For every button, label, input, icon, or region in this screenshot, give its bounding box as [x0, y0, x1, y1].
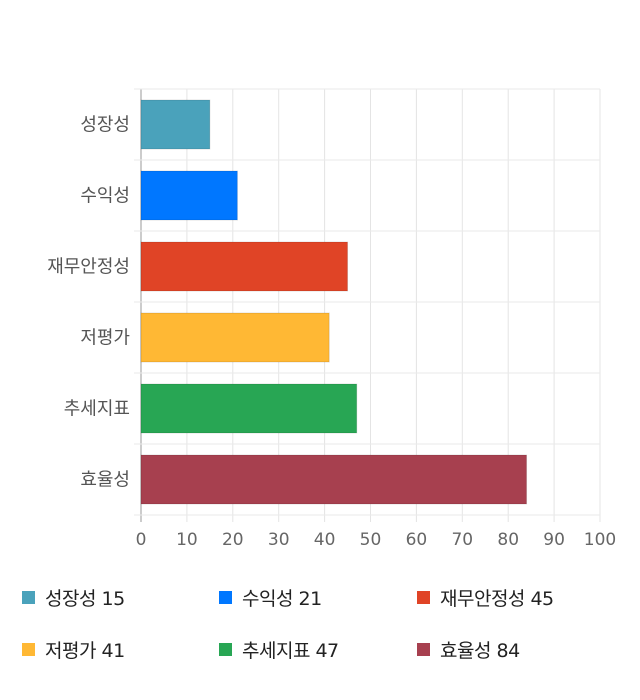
legend-item[interactable]: 재무안정성 45	[417, 584, 554, 611]
bar-3	[140, 241, 349, 292]
x-tick-label: 0	[136, 530, 147, 550]
x-tick-label: 60	[406, 530, 428, 550]
x-tick-label: 70	[451, 530, 473, 550]
legend-item[interactable]: 성장성 15	[22, 584, 125, 611]
legend-label: 추세지표 47	[242, 640, 339, 662]
bar-4	[140, 312, 330, 363]
bar-6	[140, 454, 528, 505]
bar-5	[140, 383, 358, 434]
x-tick-label: 10	[176, 530, 198, 550]
legend-item[interactable]: 추세지표 47	[219, 636, 339, 663]
y-category-label: 성장성	[80, 115, 130, 136]
bar-chart: 0 10 20 30 40 50 60 70 80 90 100 성장성수익성재무안정성저평가추세지표…	[47, 88, 616, 550]
x-tick-label: 40	[314, 530, 336, 550]
legend-swatch	[417, 591, 430, 604]
x-tick-label: 100	[584, 530, 616, 550]
legend-swatch	[219, 643, 232, 656]
legend-item[interactable]: 효율성 84	[417, 636, 520, 663]
legend-swatch	[219, 591, 232, 604]
legend-item[interactable]: 수익성 21	[219, 584, 322, 611]
x-tick-label: 30	[268, 530, 290, 550]
legend-label: 재무안정성 45	[440, 588, 554, 610]
legend-label: 저평가 41	[45, 640, 125, 662]
legend-label: 수익성 21	[242, 588, 322, 610]
x-tick-label: 20	[222, 530, 244, 550]
x-tick-label: 50	[360, 530, 382, 550]
x-tick-label: 80	[497, 530, 519, 550]
legend-label: 성장성 15	[45, 588, 125, 610]
y-category-label: 수익성	[80, 186, 130, 207]
x-tick-label: 90	[543, 530, 565, 550]
legend-item[interactable]: 저평가 41	[22, 636, 125, 663]
y-category-label: 추세지표	[64, 399, 130, 420]
y-category-label: 재무안정성	[47, 257, 130, 278]
y-category-label: 효율성	[80, 470, 130, 491]
y-category-label: 저평가	[80, 328, 130, 349]
legend-swatch	[417, 643, 430, 656]
legend-swatch	[22, 591, 35, 604]
bar-1	[140, 99, 211, 150]
legend-label: 효율성 84	[440, 640, 520, 662]
bar-2	[140, 170, 238, 221]
legend-swatch	[22, 643, 35, 656]
